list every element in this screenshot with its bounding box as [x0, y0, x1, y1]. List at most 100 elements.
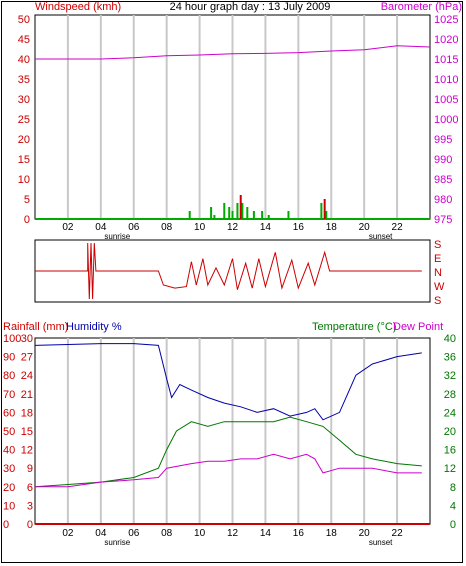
rainfall-tick-label: 30 — [21, 333, 33, 345]
windspeed-tick-label: 20 — [18, 134, 30, 146]
temperature-axis-title: Temperature (°C) — [312, 321, 396, 333]
barometer-axis-title: Barometer (hPa) — [381, 1, 462, 13]
temperature-line — [34, 416, 422, 488]
temperature-tick-label: 16 — [444, 445, 456, 457]
barometer-tick-label: 1015 — [434, 54, 458, 66]
x-tick-label: 02 — [62, 528, 74, 539]
x-tick-label: 14 — [260, 528, 272, 539]
wind-gust-bar — [323, 199, 326, 219]
rainfall-tick-label: 24 — [21, 370, 33, 382]
windspeed-tick-label: 50 — [18, 14, 30, 26]
barometer-tick-label: 1020 — [434, 34, 458, 46]
windspeed-bar — [246, 207, 249, 219]
windspeed-bar — [223, 203, 226, 219]
windspeed-bar — [236, 203, 239, 219]
wind-gust-bar — [239, 195, 242, 219]
wind-direction-label: N — [434, 267, 442, 279]
humidity-tick-label: 20 — [3, 482, 15, 494]
barometer-tick-label: 995 — [434, 134, 452, 146]
rainfall-tick-label: 18 — [21, 407, 33, 419]
windspeed-tick-label: 15 — [18, 154, 30, 166]
windspeed-tick-label: 35 — [18, 74, 30, 86]
windspeed-tick-label: 10 — [18, 174, 30, 186]
x-tick-label: 08 — [161, 222, 173, 233]
x-tick-label: 12 — [227, 222, 239, 233]
rainfall-tick-label: 3 — [27, 500, 33, 512]
humidity-tick-label: 40 — [3, 445, 15, 457]
x-tick-label: 20 — [359, 222, 371, 233]
windspeed-bar — [325, 211, 328, 219]
x-tick-label: 18 — [326, 528, 338, 539]
temperature-tick-label: 24 — [444, 407, 456, 419]
x-tick-label: 06 — [128, 222, 140, 233]
windspeed-bar — [213, 215, 216, 219]
wind-barometer-chart: 0510152025303540455097598098599099510001… — [18, 14, 459, 241]
x-tick-label: 14 — [260, 222, 272, 233]
graph-title: 24 hour graph day : 13 July 2009 — [170, 1, 331, 13]
barometer-tick-label: 1010 — [434, 74, 458, 86]
rainfall-tick-label: 0 — [27, 519, 33, 531]
windspeed-axis-title: Windspeed (kmh) — [35, 1, 121, 13]
x-tick-label: 22 — [392, 222, 404, 233]
x-tick-label: 04 — [95, 528, 107, 539]
x-tick-label: 06 — [128, 528, 140, 539]
windspeed-bar — [267, 215, 270, 219]
x-tick-label: 18 — [326, 222, 338, 233]
humidity-tick-label: 60 — [3, 407, 15, 419]
windspeed-bar — [188, 211, 191, 219]
temperature-tick-label: 32 — [444, 370, 456, 382]
barometer-tick-label: 1000 — [434, 114, 458, 126]
sunset-label: sunset — [369, 232, 393, 241]
sunrise-label: sunrise — [104, 538, 130, 547]
temperature-tick-label: 36 — [444, 352, 456, 364]
barometer-tick-label: 975 — [434, 214, 452, 226]
humidity-tick-label: 100 — [3, 333, 21, 345]
windspeed-bar — [261, 211, 264, 219]
barometer-line — [35, 45, 431, 60]
humidity-tick-label: 0 — [3, 519, 9, 531]
x-tick-label: 04 — [95, 222, 107, 233]
rainfall-tick-label: 9 — [27, 463, 33, 475]
windspeed-bar — [231, 211, 234, 219]
x-tick-label: 16 — [293, 222, 305, 233]
temperature-tick-label: 0 — [450, 519, 456, 531]
rainfall-tick-label: 15 — [21, 426, 33, 438]
temperature-tick-label: 20 — [444, 426, 456, 438]
wind-direction-label: S — [434, 239, 441, 251]
humidity-tick-label: 10 — [3, 500, 15, 512]
temperature-tick-label: 4 — [450, 500, 456, 512]
windspeed-tick-label: 45 — [18, 34, 30, 46]
windspeed-tick-label: 25 — [18, 114, 30, 126]
windspeed-tick-label: 30 — [18, 94, 30, 106]
humidity-line — [34, 343, 422, 421]
rainfall-tick-label: 6 — [27, 482, 33, 494]
temperature-tick-label: 28 — [444, 389, 456, 401]
rainfall-axis-title: Rainfall (mm) — [3, 321, 68, 333]
wind-direction-label: S — [434, 295, 441, 307]
sunrise-label: sunrise — [104, 232, 130, 241]
humidity-tick-label: 80 — [3, 370, 15, 382]
barometer-tick-label: 980 — [434, 194, 452, 206]
windspeed-bar — [241, 203, 244, 219]
humidity-tick-label: 50 — [3, 426, 15, 438]
x-tick-label: 22 — [392, 528, 404, 539]
humidity-tick-label: 70 — [3, 389, 15, 401]
windspeed-bar — [228, 207, 231, 219]
barometer-tick-label: 1025 — [434, 14, 458, 26]
windspeed-bar — [210, 207, 213, 219]
barometer-tick-label: 990 — [434, 154, 452, 166]
humidity-axis-title: Humidity % — [66, 321, 122, 333]
x-tick-label: 12 — [227, 528, 239, 539]
wind-direction-label: E — [434, 253, 441, 265]
temp-humidity-chart: 0102030405060708090100036912151821242730… — [3, 333, 456, 547]
temperature-tick-label: 12 — [444, 463, 456, 475]
rainfall-tick-label: 21 — [21, 389, 33, 401]
humidity-tick-label: 90 — [3, 352, 15, 364]
humidity-tick-label: 30 — [3, 463, 15, 475]
windspeed-bar — [320, 203, 323, 219]
x-tick-label: 02 — [62, 222, 74, 233]
wind-direction-line — [35, 242, 422, 300]
